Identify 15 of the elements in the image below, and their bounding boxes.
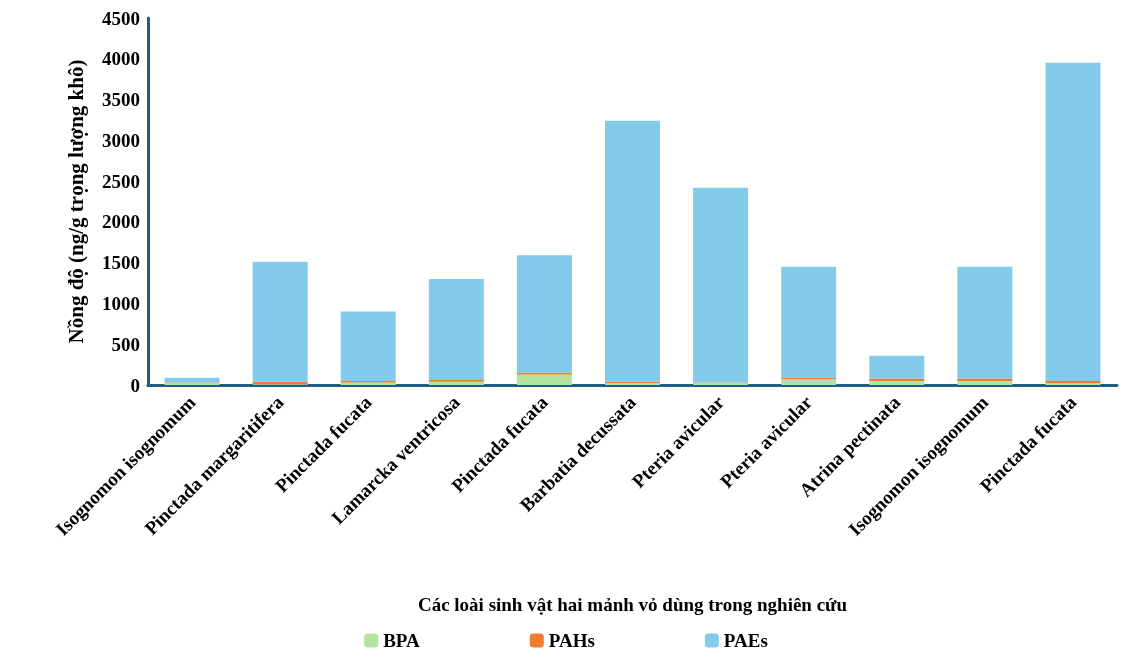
y-tick-label: 1500	[102, 252, 140, 274]
y-tick-label: 4500	[102, 7, 140, 29]
legend-label: PAHs	[548, 630, 595, 651]
y-tick-label: 4000	[102, 48, 140, 70]
y-tick-label: 3000	[102, 129, 140, 151]
legend-label: PAEs	[723, 630, 768, 651]
y-tick-label: 500	[111, 333, 140, 355]
legend-label: BPA	[383, 630, 421, 651]
y-tick-label: 2000	[102, 211, 140, 233]
y-tick-label: 0	[130, 374, 140, 396]
y-tick-label: 1000	[102, 292, 140, 314]
y-axis-title: Nồng độ (ng/g trọng lượng khô)	[63, 59, 88, 344]
x-axis-title: Các loài sinh vật hai mảnh vỏ dùng trong nghiên cứu	[417, 594, 848, 615]
y-tick-label: 2500	[102, 170, 140, 192]
y-tick-label: 3500	[102, 89, 140, 111]
